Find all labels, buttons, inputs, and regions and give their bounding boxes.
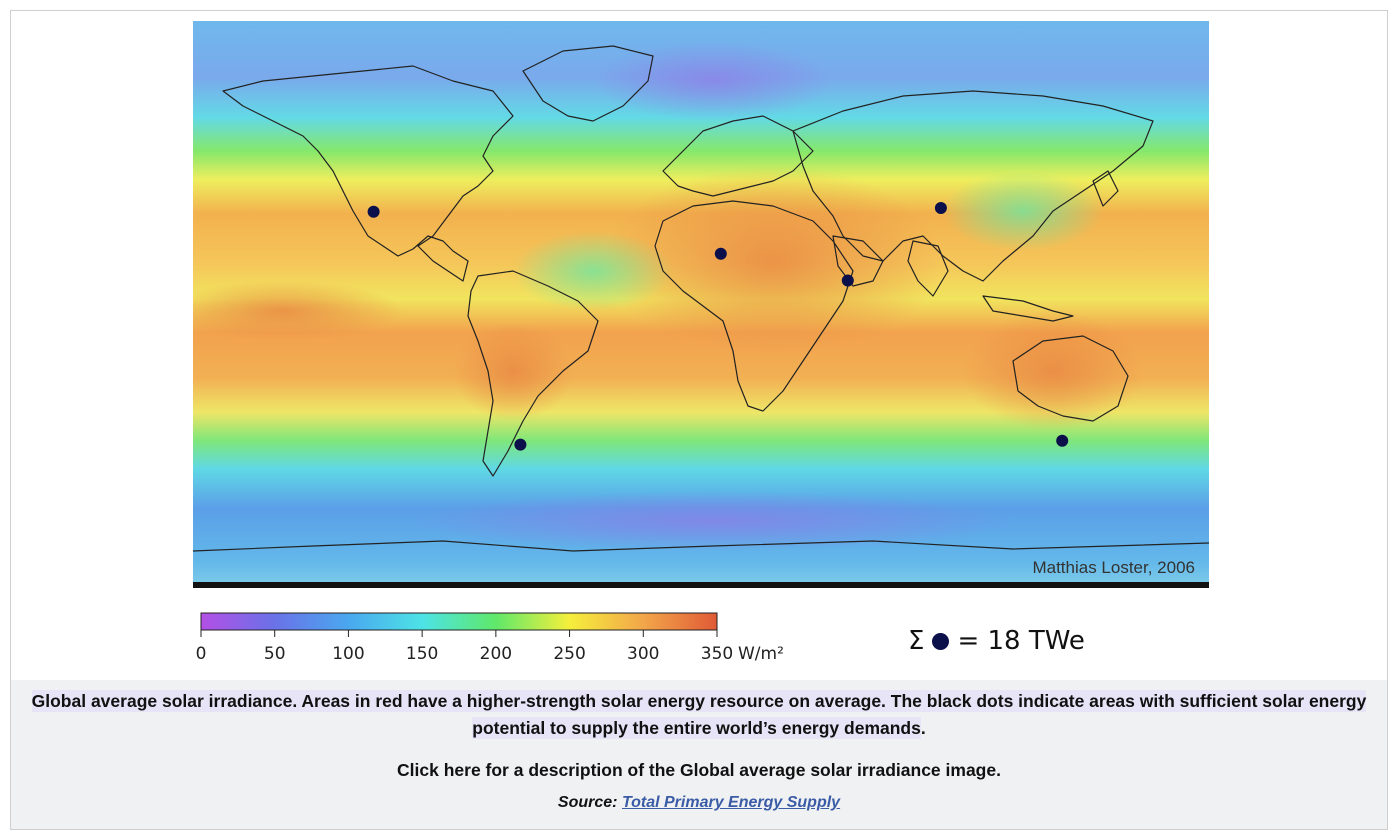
africa-hot-region [603, 166, 943, 356]
amazon-cloud-region [513, 231, 673, 311]
legend-colorbar [200, 612, 718, 631]
europe-outline [662, 115, 814, 197]
india-outline [907, 240, 949, 297]
map-bottom-bar [193, 582, 1209, 588]
solar-irradiance-map: Matthias Loster, 2006 [193, 21, 1209, 588]
legend-tick-label: 0 [196, 644, 207, 664]
east-asia-region [943, 171, 1103, 251]
sum-value: = 18 TWe [957, 626, 1085, 656]
legend-tick-label: 100 [332, 644, 364, 664]
andes-hot-region [453, 321, 573, 421]
legend-svg: 0 50 100 150 200 250 300 350 W/m² [196, 612, 784, 664]
coastlines [193, 45, 1209, 552]
map-credit: Matthias Loster, 2006 [1032, 558, 1195, 577]
legend-tick-label: 200 [480, 644, 512, 664]
japan-outline [1092, 170, 1119, 207]
source-label: Source: [557, 794, 618, 811]
arabia-outline [832, 235, 884, 287]
legend-tick-label: 150 [406, 644, 438, 664]
source-link[interactable]: Total Primary Energy Supply [621, 794, 841, 811]
caption-box: Global average solar irradiance. Areas i… [11, 680, 1387, 829]
north-atlantic-region [593, 41, 833, 121]
australia-outline [1012, 335, 1129, 422]
potential-dot-southwest-north-america [367, 205, 380, 218]
potential-dot-south-america-andes [514, 438, 527, 451]
image-description-link[interactable]: Click here for a description of the Glob… [397, 760, 1001, 780]
indonesia-outline [982, 295, 1074, 322]
legend-tick-label: 350 [701, 644, 733, 664]
map-svg [193, 21, 1209, 588]
sum-symbol: Σ [908, 626, 925, 656]
legend-unit: W/m² [738, 644, 784, 664]
antarctica-outline [193, 540, 1209, 552]
total-power-label: Σ = 18 TWe [908, 626, 1085, 656]
potential-dot-sahara [714, 247, 727, 260]
potential-dot-australia [1056, 434, 1069, 447]
dot-icon [932, 632, 950, 650]
greenland-outline [522, 45, 654, 122]
north-america-outline [222, 65, 514, 282]
southern-ocean-region [413, 491, 1013, 551]
africa-outline [654, 200, 854, 412]
legend-tick-label: 50 [264, 644, 286, 664]
pacific-hot-band [193, 281, 403, 341]
legend-tick-label: 250 [553, 644, 585, 664]
caption-period: . [920, 718, 926, 738]
asia-outline [792, 90, 1154, 282]
caption-highlight: Global average solar irradiance. Areas i… [31, 690, 1367, 739]
potential-dot-central-asia [934, 202, 947, 214]
source-line: Source: Total Primary Energy Supply [11, 794, 1387, 812]
south-america-outline [467, 270, 599, 477]
legend-ticks: 0 50 100 150 200 250 300 350 [196, 630, 733, 664]
australia-hot-region [963, 311, 1143, 431]
potential-dot-arabian-peninsula [841, 274, 854, 287]
caption-text: Global average solar irradiance. Areas i… [11, 688, 1387, 742]
color-legend: 0 50 100 150 200 250 300 350 W/m² [190, 610, 830, 670]
legend-tick-label: 300 [627, 644, 659, 664]
potential-dots [367, 202, 1069, 451]
